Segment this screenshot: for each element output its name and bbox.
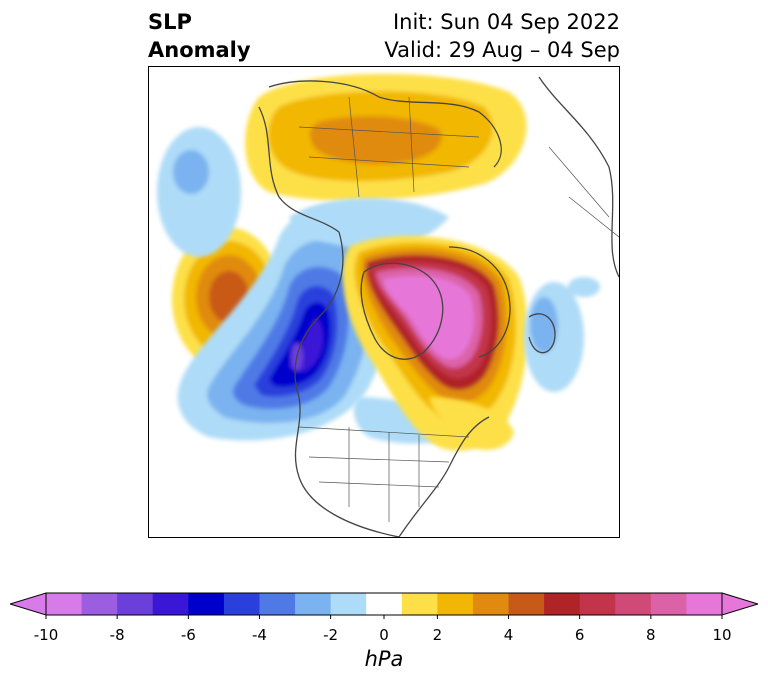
title-variable-line2: Anomaly (148, 38, 251, 62)
arctic-positive-anomaly (342, 235, 528, 451)
coastlines (258, 76, 619, 537)
init-time-label: Init: Sun 04 Sep 2022 (392, 10, 620, 34)
colorbar-tick-label: -8 (109, 626, 125, 644)
title-variable-line1: SLP (148, 10, 192, 34)
colorbar-tick-label: 0 (379, 626, 389, 644)
pacific-light-negative (157, 127, 241, 257)
anomaly-map (148, 66, 620, 538)
colorbar-tick-label: 4 (503, 626, 514, 644)
colorbar-tick-label: 10 (712, 626, 732, 644)
map-title: SLP Anomaly (148, 8, 251, 64)
colorbar-tick-label: 8 (646, 626, 656, 644)
eurasia-positive-anomaly (245, 73, 527, 201)
colorbar (10, 592, 758, 619)
colorbar-units: hPa (364, 647, 404, 671)
colorbar-segment (259, 593, 296, 615)
colorbar-tick-label: 2 (432, 626, 443, 644)
colorbar-tick-label: -2 (323, 626, 339, 644)
colorbar-segment (437, 593, 474, 615)
colorbar-segment (117, 593, 154, 615)
colorbar-segment (330, 593, 367, 615)
colorbar-segment (366, 593, 403, 615)
colorbar-segment (295, 593, 332, 615)
colorbar-segment (81, 593, 118, 615)
political-borders (298, 96, 619, 522)
map-subtitle: Init: Sun 04 Sep 2022 Valid: 29 Aug – 04… (384, 8, 620, 64)
greenland-positive-anomaly (429, 397, 514, 450)
colorbar-segment (472, 593, 510, 615)
colorbar-segment (615, 593, 652, 615)
north-pacific-negative-anomaly (177, 203, 400, 441)
colorbar-segment (188, 593, 225, 615)
valid-period-label: Valid: 29 Aug – 04 Sep (384, 38, 620, 62)
colorbar-segment (152, 593, 189, 615)
colorbar-extend-high (721, 592, 758, 616)
colorbar-segment (46, 593, 83, 615)
colorbar-segment (223, 593, 260, 615)
colorbar-segment (686, 593, 723, 615)
colorbar-tick-label: -4 (251, 626, 267, 644)
colorbar-tick-label: -10 (33, 626, 59, 644)
north-atlantic-negative-anomaly (524, 277, 600, 392)
colorbar-segment (544, 593, 581, 615)
colorbar-segment (508, 593, 545, 615)
colorbar-segment (579, 593, 616, 615)
colorbar-segment (401, 593, 438, 615)
map-canvas (157, 73, 619, 537)
colorbar-tick-label: -6 (180, 626, 196, 644)
colorbar-tick-label: 6 (574, 626, 585, 644)
colorbar-segment (650, 593, 687, 615)
colorbar-extend-low (10, 592, 47, 616)
